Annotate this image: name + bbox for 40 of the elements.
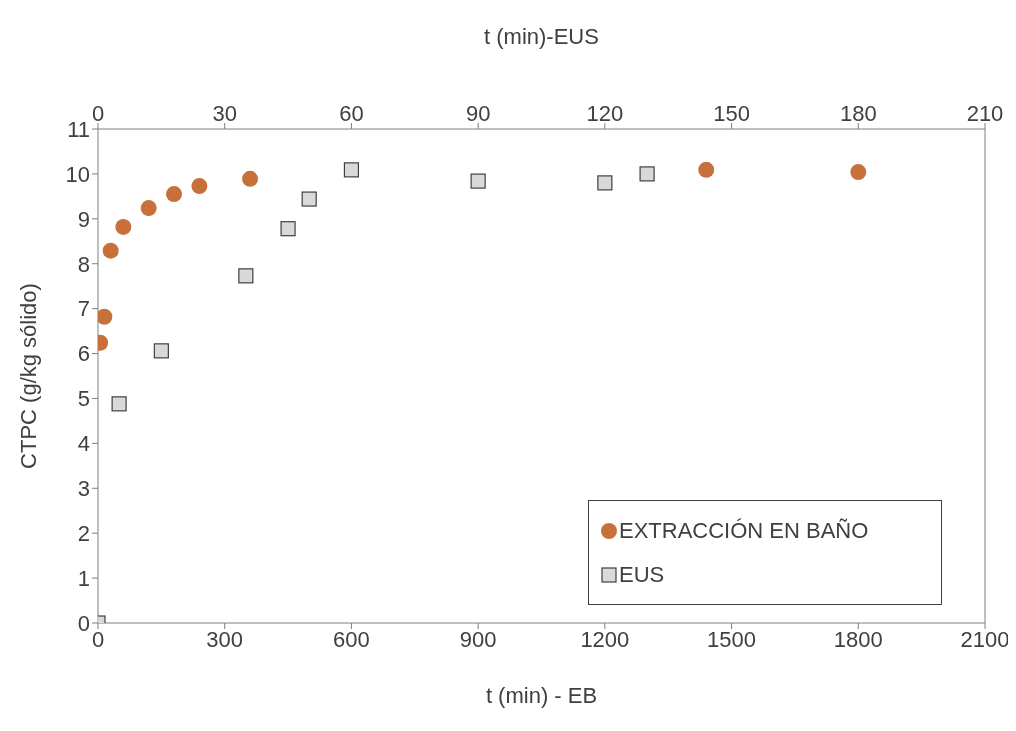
point	[140, 200, 157, 217]
x-tick-label: 300	[206, 626, 244, 652]
y-axis-title: CTPC (g/kg sólido)	[15, 283, 41, 469]
x2-tick-label: 30	[212, 101, 237, 126]
legend-label: EUS	[619, 562, 665, 588]
x2-tick-label: 90	[465, 101, 491, 126]
y-tick-label: 8	[77, 251, 90, 277]
y-tick-label: 6	[77, 341, 90, 367]
x-tick-label: 1200	[580, 626, 630, 652]
x-tick-label: 1500	[707, 626, 757, 652]
x-tick-label: 900	[459, 626, 497, 652]
x2-axis-title: t (min)-EUS	[484, 23, 599, 49]
x-tick-label: 2100	[960, 626, 1010, 652]
point	[242, 170, 259, 187]
y-tick-label: 1	[77, 565, 90, 591]
x2-tick-label: 60	[339, 101, 364, 126]
y-tick-label: 2	[77, 520, 90, 546]
x2-tick-label: 120	[586, 101, 624, 126]
y-tick-label: 3	[77, 476, 90, 502]
x-tick-label: 1800	[833, 626, 883, 652]
y-tick-label: 5	[77, 386, 90, 412]
x-axis-title: t (min) - EB	[485, 683, 598, 708]
legend-label: EXTRACCIÓN EN BAÑO	[619, 518, 869, 544]
point	[166, 186, 183, 203]
x-tick-label: 600	[333, 626, 370, 652]
point	[850, 164, 867, 181]
point	[115, 218, 132, 235]
y-tick-label: 11	[67, 116, 90, 142]
point	[191, 178, 208, 195]
y-tick-label: 0	[77, 610, 90, 636]
y-tick-label: 4	[77, 431, 90, 457]
y-tick-label: 9	[77, 206, 90, 232]
y-tick-label: 10	[65, 161, 90, 187]
y-tick-label: 7	[77, 296, 90, 322]
point	[98, 308, 113, 325]
x2-tick-label: 210	[966, 101, 1004, 126]
x2-tick-label: 180	[839, 101, 877, 126]
point	[698, 161, 715, 178]
point	[102, 242, 119, 259]
x2-tick-label: 150	[713, 101, 750, 126]
